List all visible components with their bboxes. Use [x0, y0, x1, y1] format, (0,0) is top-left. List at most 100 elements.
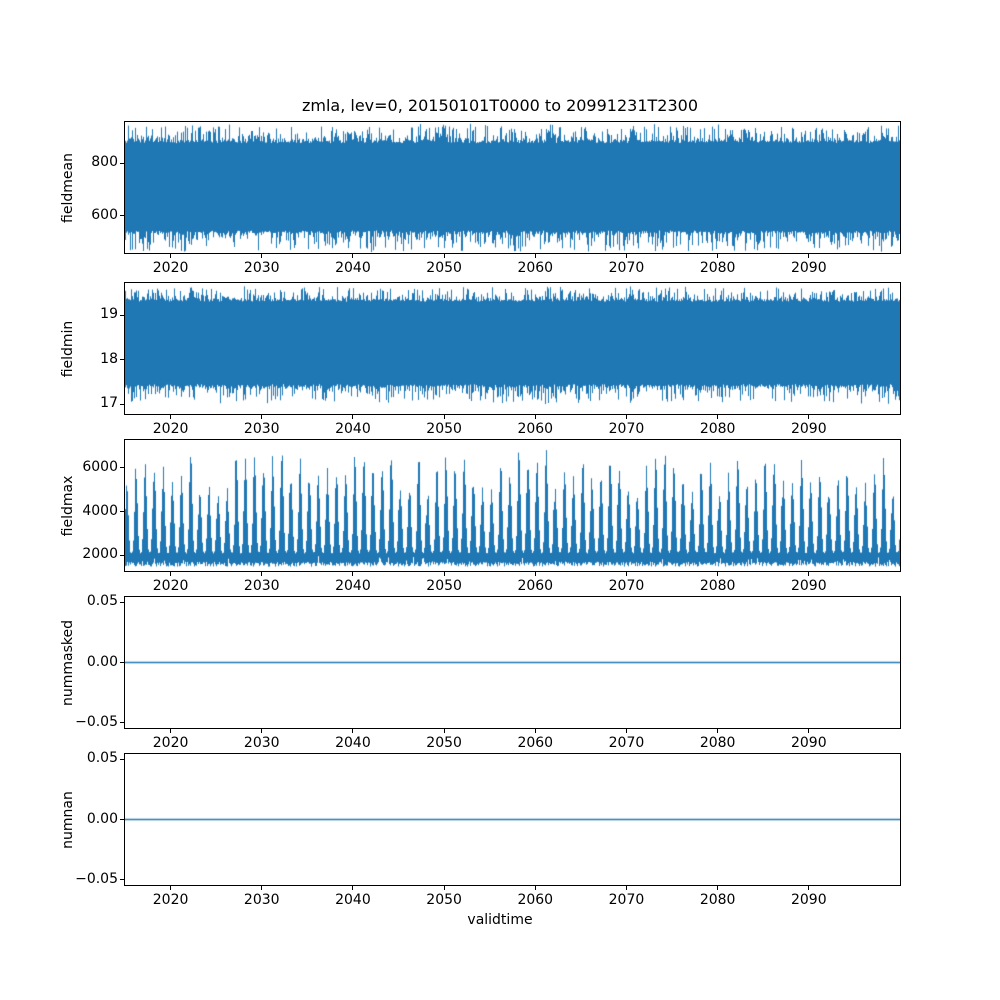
x-tick-label: 2030	[243, 421, 280, 437]
y-tick-mark	[120, 879, 124, 881]
x-tick-mark	[717, 886, 719, 890]
x-tick-mark	[534, 415, 536, 419]
x-tick-mark	[625, 254, 627, 258]
plot-fieldmean	[124, 121, 901, 254]
x-tick-label: 2080	[699, 892, 736, 908]
x-tick-label: 2020	[152, 892, 189, 908]
y-tick-label: 4000	[82, 502, 118, 519]
plot-numnan	[124, 753, 901, 886]
x-tick-mark	[170, 254, 172, 258]
x-tick-mark	[534, 886, 536, 890]
ylabel-fieldmin: fieldmin	[60, 320, 76, 377]
numnan-canvas	[125, 754, 900, 885]
x-tick-mark	[261, 729, 263, 733]
y-tick-label: 800	[91, 154, 118, 171]
x-tick-label: 2070	[608, 260, 645, 276]
y-tick-label: 0.00	[86, 653, 118, 670]
x-tick-mark	[352, 729, 354, 733]
xlabel-validtime: validtime	[467, 912, 533, 928]
x-tick-label: 2070	[608, 578, 645, 594]
y-tick-mark	[120, 601, 124, 603]
x-tick-label: 2090	[790, 578, 827, 594]
x-tick-label: 2020	[152, 578, 189, 594]
x-tick-mark	[625, 886, 627, 890]
fieldmean-canvas	[125, 122, 900, 253]
x-tick-label: 2080	[699, 578, 736, 594]
x-tick-label: 2070	[608, 735, 645, 751]
x-tick-mark	[717, 572, 719, 576]
x-tick-label: 2060	[517, 260, 554, 276]
x-tick-mark	[170, 729, 172, 733]
y-tick-mark	[120, 758, 124, 760]
y-tick-label: 18	[100, 350, 118, 367]
x-tick-label: 2030	[243, 892, 280, 908]
x-tick-mark	[261, 415, 263, 419]
x-tick-label: 2020	[152, 421, 189, 437]
figure-title: zmla, lev=0, 20150101T0000 to 20991231T2…	[301, 96, 698, 115]
x-tick-mark	[261, 886, 263, 890]
fieldmin-canvas	[125, 283, 900, 414]
x-tick-label: 2070	[608, 892, 645, 908]
x-tick-label: 2020	[152, 735, 189, 751]
y-tick-mark	[120, 467, 124, 469]
x-tick-label: 2090	[790, 421, 827, 437]
x-tick-mark	[352, 254, 354, 258]
x-tick-mark	[261, 254, 263, 258]
fieldmax-canvas	[125, 440, 900, 571]
x-tick-mark	[443, 415, 445, 419]
y-tick-mark	[120, 554, 124, 556]
x-tick-mark	[808, 729, 810, 733]
y-tick-label: 0.05	[86, 750, 118, 767]
x-tick-mark	[717, 415, 719, 419]
x-tick-label: 2060	[517, 421, 554, 437]
plot-fieldmin	[124, 282, 901, 415]
x-tick-label: 2060	[517, 892, 554, 908]
x-tick-mark	[443, 729, 445, 733]
x-tick-mark	[625, 415, 627, 419]
x-tick-label: 2050	[426, 260, 462, 276]
y-tick-mark	[120, 162, 124, 164]
x-tick-label: 2020	[152, 260, 189, 276]
x-tick-label: 2060	[517, 735, 554, 751]
x-tick-mark	[717, 729, 719, 733]
y-tick-mark	[120, 819, 124, 820]
x-tick-mark	[808, 572, 810, 576]
x-tick-mark	[534, 572, 536, 576]
x-tick-mark	[352, 415, 354, 419]
x-tick-mark	[443, 886, 445, 890]
y-tick-label: −0.05	[75, 870, 118, 887]
y-tick-mark	[120, 215, 124, 217]
x-tick-label: 2090	[790, 892, 827, 908]
x-tick-label: 2030	[243, 735, 280, 751]
x-tick-label: 2040	[335, 578, 371, 594]
y-tick-mark	[120, 359, 124, 361]
x-tick-label: 2080	[699, 735, 736, 751]
y-tick-mark	[120, 511, 124, 513]
y-tick-mark	[120, 722, 124, 724]
y-tick-label: 6000	[82, 458, 118, 475]
y-tick-mark	[120, 662, 124, 663]
y-tick-label: 19	[100, 306, 118, 323]
y-tick-label: 17	[100, 395, 118, 412]
x-tick-label: 2050	[426, 735, 462, 751]
plot-nummasked	[124, 596, 901, 729]
x-tick-label: 2040	[335, 421, 371, 437]
x-tick-mark	[808, 886, 810, 890]
x-tick-label: 2040	[335, 735, 371, 751]
x-tick-mark	[625, 572, 627, 576]
x-tick-label: 2080	[699, 421, 736, 437]
x-tick-mark	[352, 886, 354, 890]
x-tick-label: 2050	[426, 892, 462, 908]
x-tick-mark	[717, 254, 719, 258]
x-tick-label: 2030	[243, 260, 280, 276]
x-tick-label: 2090	[790, 260, 827, 276]
x-tick-label: 2090	[790, 735, 827, 751]
x-tick-label: 2050	[426, 421, 462, 437]
x-tick-label: 2030	[243, 578, 280, 594]
x-tick-mark	[352, 572, 354, 576]
x-tick-mark	[808, 254, 810, 258]
x-tick-mark	[170, 886, 172, 890]
x-tick-mark	[170, 415, 172, 419]
x-tick-mark	[534, 254, 536, 258]
